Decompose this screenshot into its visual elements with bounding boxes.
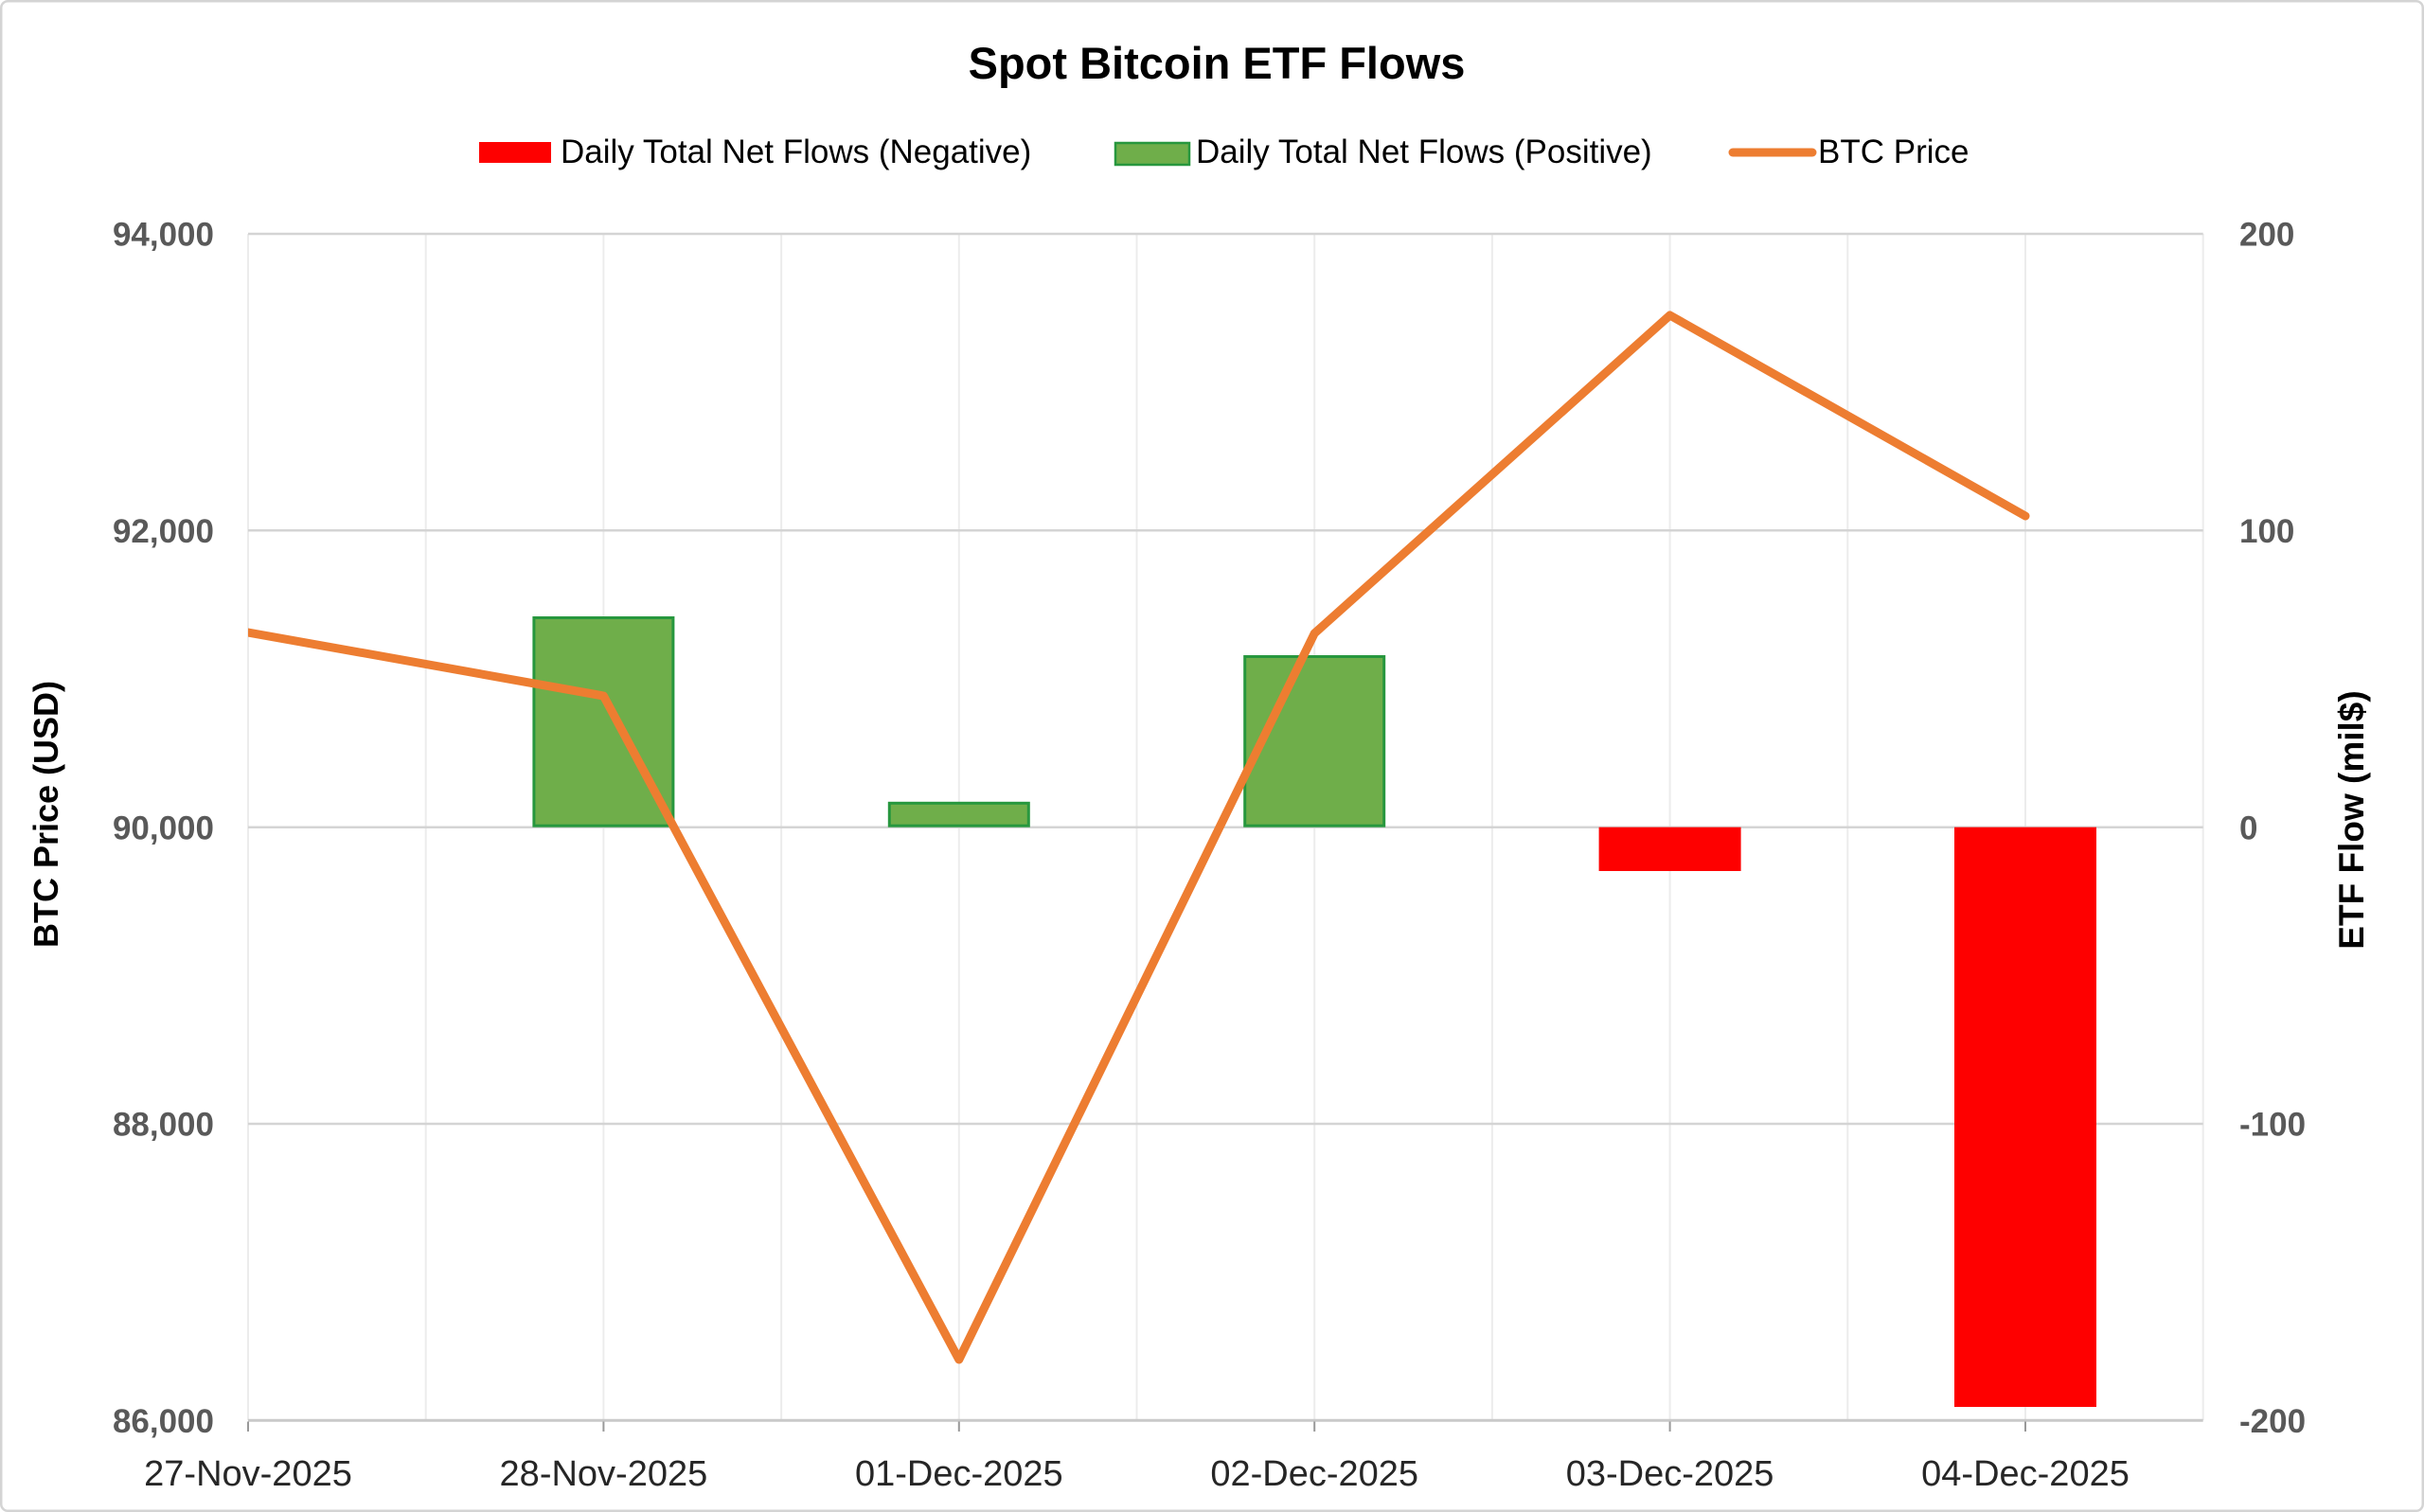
svg-text:-200: -200 bbox=[2239, 1403, 2306, 1440]
svg-text:28-Nov-2025: 28-Nov-2025 bbox=[500, 1454, 708, 1494]
svg-text:92,000: 92,000 bbox=[113, 513, 214, 550]
svg-text:BTC Price: BTC Price bbox=[1818, 133, 1969, 170]
svg-text:90,000: 90,000 bbox=[113, 809, 214, 846]
svg-text:Daily Total Net Flows (Negativ: Daily Total Net Flows (Negative) bbox=[561, 133, 1031, 170]
svg-text:01-Dec-2025: 01-Dec-2025 bbox=[855, 1454, 1063, 1494]
svg-text:200: 200 bbox=[2239, 217, 2294, 254]
svg-text:03-Dec-2025: 03-Dec-2025 bbox=[1566, 1454, 1774, 1494]
svg-text:94,000: 94,000 bbox=[113, 217, 214, 254]
svg-text:27-Nov-2025: 27-Nov-2025 bbox=[144, 1454, 352, 1494]
svg-text:88,000: 88,000 bbox=[113, 1107, 214, 1144]
svg-text:Daily Total Net Flows (Positiv: Daily Total Net Flows (Positive) bbox=[1196, 133, 1652, 170]
svg-text:02-Dec-2025: 02-Dec-2025 bbox=[1210, 1454, 1418, 1494]
svg-text:100: 100 bbox=[2239, 513, 2294, 550]
svg-text:0: 0 bbox=[2239, 809, 2257, 846]
svg-text:86,000: 86,000 bbox=[113, 1403, 214, 1440]
svg-text:ETF Flow (mil$): ETF Flow (mil$) bbox=[2332, 690, 2371, 949]
svg-text:BTC Price (USD): BTC Price (USD) bbox=[27, 681, 65, 948]
svg-text:04-Dec-2025: 04-Dec-2025 bbox=[1921, 1454, 2130, 1494]
svg-text:-100: -100 bbox=[2239, 1107, 2306, 1144]
svg-text:Spot Bitcoin ETF Flows: Spot Bitcoin ETF Flows bbox=[969, 38, 1466, 88]
